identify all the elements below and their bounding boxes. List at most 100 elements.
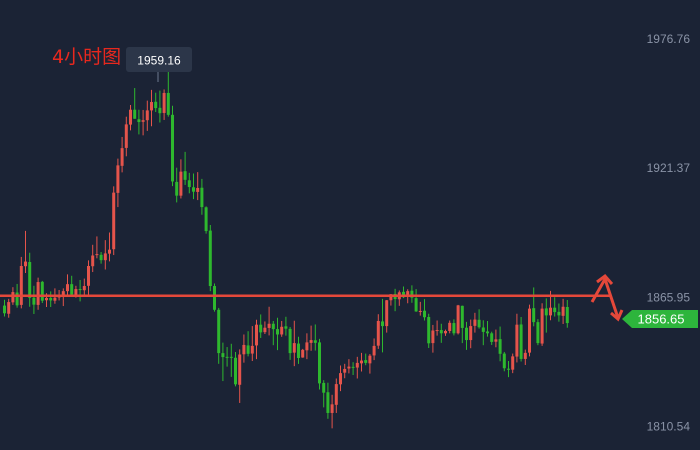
candle-body [553, 307, 557, 313]
candle-body [347, 366, 351, 369]
candle-body [19, 265, 23, 305]
candle-body [108, 249, 111, 254]
candle [145, 100, 149, 131]
candle-body [536, 322, 540, 344]
candle [225, 347, 229, 367]
candle [187, 172, 191, 194]
candle-body [187, 180, 191, 188]
candle-body [129, 109, 132, 125]
candle-body [418, 310, 422, 312]
candle [288, 327, 292, 360]
candle [263, 321, 267, 335]
candle-body [66, 284, 69, 292]
candle [271, 320, 275, 346]
candle-body [267, 323, 271, 328]
candle-body [313, 340, 317, 343]
candle [78, 279, 82, 302]
candle-body [406, 291, 410, 297]
candle [368, 354, 372, 374]
candle-body [141, 120, 145, 122]
candle-body [95, 254, 99, 256]
candle [280, 320, 284, 337]
candle [376, 314, 380, 349]
candle-body [292, 343, 296, 353]
candle [196, 172, 200, 201]
candle-body [7, 302, 11, 314]
candle [19, 256, 23, 309]
candle-body [507, 368, 510, 370]
candle [423, 299, 426, 321]
candle [393, 288, 397, 312]
candle-body [368, 355, 372, 364]
candle [99, 252, 103, 264]
candle-body [24, 261, 27, 267]
overlay-layer: 1959.16 1856.65 [0, 47, 698, 328]
candle-body [242, 344, 246, 355]
candle-body [61, 291, 65, 296]
current-price-label: 1856.65 [638, 311, 685, 326]
candle [507, 361, 510, 378]
candle-body [91, 255, 95, 267]
candle-body [381, 321, 384, 327]
candle [381, 298, 384, 353]
candle [7, 298, 11, 318]
candle [129, 105, 132, 131]
candle-body [32, 297, 36, 305]
candle [87, 260, 90, 295]
candle [192, 173, 195, 200]
candle [364, 353, 368, 366]
peak-badge [126, 47, 192, 72]
candle-body [120, 148, 124, 166]
candle-body [351, 366, 355, 368]
candle [213, 283, 216, 312]
candle-body [431, 330, 435, 344]
candle [95, 236, 99, 259]
candle [108, 232, 111, 262]
candle [150, 89, 153, 127]
candle [183, 151, 187, 185]
candle [242, 334, 246, 363]
candle-body [162, 92, 166, 113]
candle-body [435, 330, 439, 332]
candle-body [196, 187, 200, 192]
candle [70, 275, 74, 297]
candle-body [133, 109, 137, 119]
current-price-badge [622, 309, 698, 328]
candle [456, 304, 460, 335]
candle-body [150, 102, 153, 111]
candle-body [175, 181, 179, 196]
candle-body [502, 353, 506, 369]
candle [418, 301, 422, 316]
candle [481, 320, 485, 346]
candle-body [360, 360, 363, 364]
y-tick-label: 1921.37 [647, 161, 691, 175]
candle-body [238, 354, 242, 385]
candle [204, 206, 208, 234]
candle-body [217, 309, 221, 354]
candle [309, 325, 313, 351]
candle-body [376, 320, 380, 346]
candle [24, 230, 27, 273]
candle-body [423, 310, 426, 318]
candle [124, 116, 128, 157]
candle [66, 274, 69, 296]
candle-body [565, 306, 569, 324]
candle-body [330, 404, 334, 413]
candle-body [339, 373, 342, 385]
candle [166, 69, 170, 117]
candle [322, 380, 326, 408]
candle [498, 326, 502, 362]
candle [553, 297, 557, 317]
candle-body [70, 284, 74, 295]
candle [326, 382, 330, 419]
candle-body [45, 297, 48, 301]
candle-body [305, 342, 309, 351]
candle-body [208, 230, 212, 287]
candle-body [99, 254, 103, 261]
candle [465, 321, 468, 350]
candle-body [532, 308, 536, 323]
candle [40, 280, 44, 304]
candle-body [3, 305, 6, 314]
candle-body [225, 356, 229, 358]
